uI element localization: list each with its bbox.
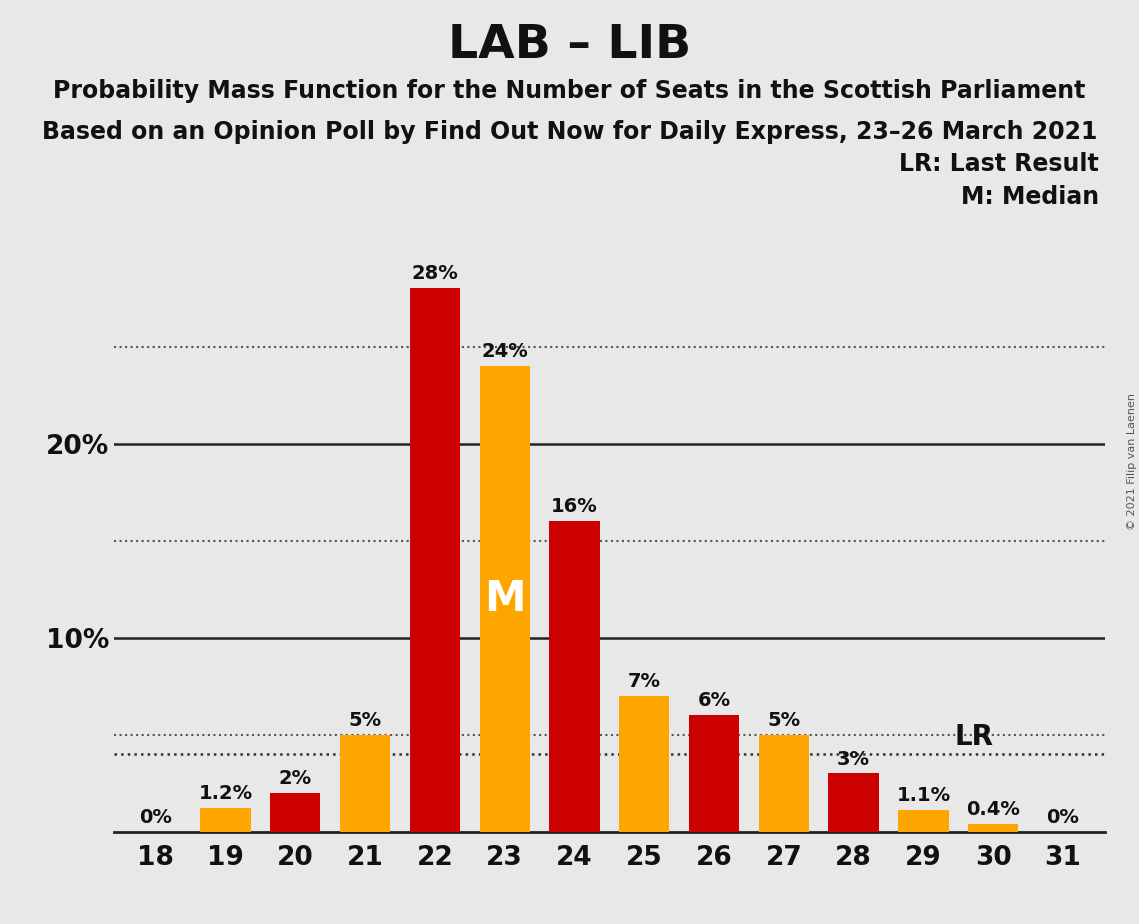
Text: 3%: 3% <box>837 749 870 769</box>
Text: 0.4%: 0.4% <box>966 800 1021 819</box>
Text: LR: Last Result: LR: Last Result <box>900 152 1099 176</box>
Bar <box>828 773 878 832</box>
Bar <box>270 793 320 832</box>
Text: 0%: 0% <box>1047 808 1080 827</box>
Text: M: M <box>484 578 525 620</box>
Bar <box>899 810 949 832</box>
Text: 6%: 6% <box>697 691 730 711</box>
Text: LAB – LIB: LAB – LIB <box>448 23 691 68</box>
Text: 24%: 24% <box>482 342 528 361</box>
Bar <box>968 824 1018 832</box>
Text: 1.1%: 1.1% <box>896 786 950 806</box>
Bar <box>341 735 391 832</box>
Text: 0%: 0% <box>139 808 172 827</box>
Text: LR: LR <box>954 723 994 751</box>
Text: 28%: 28% <box>411 264 458 284</box>
Text: Probability Mass Function for the Number of Seats in the Scottish Parliament: Probability Mass Function for the Number… <box>54 79 1085 103</box>
Bar <box>759 735 809 832</box>
Text: 16%: 16% <box>551 497 598 517</box>
Text: M: Median: M: Median <box>961 185 1099 209</box>
Text: 5%: 5% <box>349 711 382 730</box>
Bar <box>200 808 251 832</box>
Text: 2%: 2% <box>279 769 312 788</box>
Text: 1.2%: 1.2% <box>198 784 253 804</box>
Text: 5%: 5% <box>768 711 801 730</box>
Text: © 2021 Filip van Laenen: © 2021 Filip van Laenen <box>1126 394 1137 530</box>
Text: Based on an Opinion Poll by Find Out Now for Daily Express, 23–26 March 2021: Based on an Opinion Poll by Find Out Now… <box>42 120 1097 144</box>
Bar <box>410 288 460 832</box>
Bar <box>549 521 599 832</box>
Text: 7%: 7% <box>628 672 661 691</box>
Bar <box>480 366 530 832</box>
Bar <box>689 715 739 832</box>
Bar <box>620 696 670 832</box>
